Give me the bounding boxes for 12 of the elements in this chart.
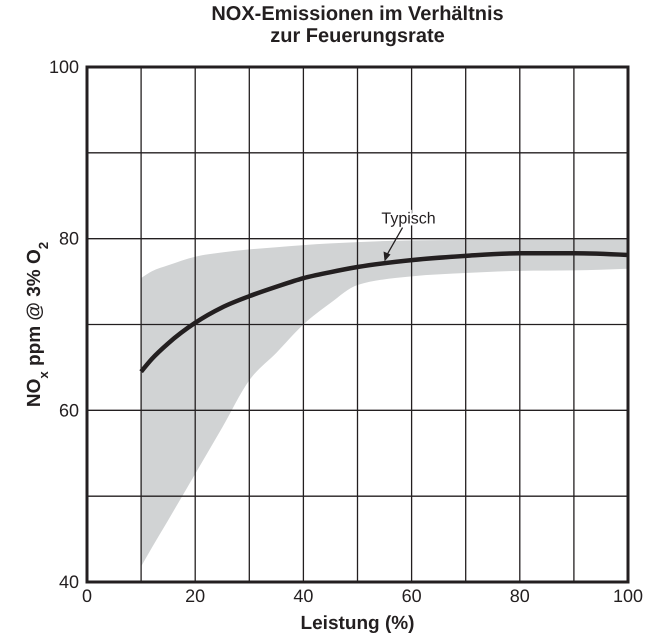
x-tick-label: 20	[185, 586, 206, 606]
x-tick-label: 100	[612, 586, 644, 606]
y-tick-label: 80	[58, 228, 79, 249]
x-tick-label: 60	[402, 586, 422, 606]
x-tick-label: 40	[293, 586, 314, 606]
x-axis-title: Leistung (%)	[300, 613, 414, 634]
y-tick-label: 60	[58, 400, 79, 420]
x-tick-label: 80	[510, 586, 530, 606]
y-tick-label: 100	[48, 57, 79, 77]
y-tick-label: 40	[58, 572, 79, 592]
chart-title: NOX-Emissionen im Verhältnis zur Feuerungsrate	[211, 3, 504, 47]
x-tick-label: 0	[82, 586, 92, 606]
